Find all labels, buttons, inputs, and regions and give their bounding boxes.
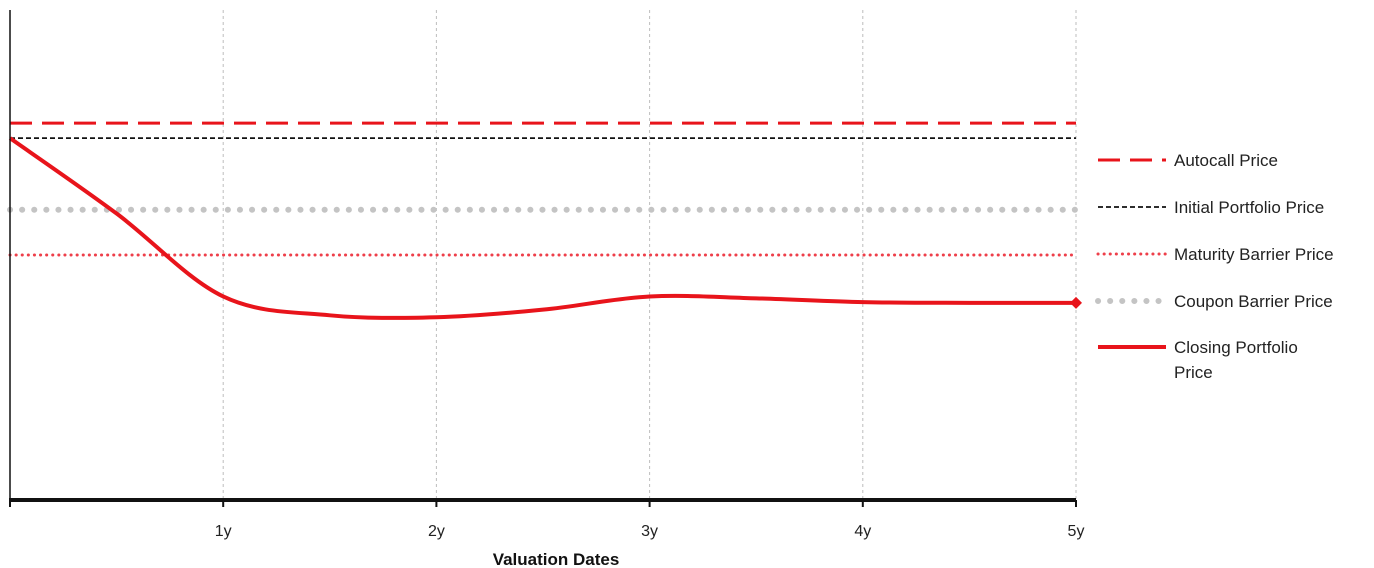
x-tick-label-5y: 5y — [1068, 523, 1085, 540]
legend-label-autocall: Autocall Price — [1174, 151, 1278, 170]
series-line-closing-portfolio-price — [8, 136, 1077, 320]
legend-label-coupon: Coupon Barrier Price — [1174, 292, 1333, 311]
series-layer — [8, 136, 1082, 320]
x-tick-label-1y: 1y — [215, 523, 232, 540]
legend-label-closing-line1: Closing Portfolio — [1174, 338, 1298, 357]
legend: Autocall Price Initial Portfolio Price M… — [1095, 151, 1334, 382]
reference-lines — [7, 121, 1079, 257]
series-end-marker — [1070, 296, 1082, 309]
x-tick-label-2y: 2y — [428, 523, 445, 540]
legend-item-coupon: Coupon Barrier Price — [1095, 292, 1333, 311]
axes — [9, 10, 1077, 507]
legend-label-initial: Initial Portfolio Price — [1174, 198, 1324, 217]
legend-label-maturity: Maturity Barrier Price — [1174, 245, 1334, 264]
legend-label-closing-line2: Price — [1174, 363, 1213, 382]
x-tick-label-3y: 3y — [641, 523, 658, 540]
x-tick-labels: 1y 2y 3y 4y 5y — [215, 523, 1085, 540]
legend-item-initial: Initial Portfolio Price — [1098, 198, 1324, 217]
legend-item-maturity: Maturity Barrier Price — [1096, 245, 1334, 264]
legend-item-closing: Closing Portfolio Price — [1098, 338, 1298, 382]
x-axis-title: Valuation Dates — [493, 550, 620, 568]
x-tick-label-4y: 4y — [854, 523, 871, 540]
legend-item-autocall: Autocall Price — [1098, 151, 1278, 170]
grid-lines — [222, 10, 1077, 500]
